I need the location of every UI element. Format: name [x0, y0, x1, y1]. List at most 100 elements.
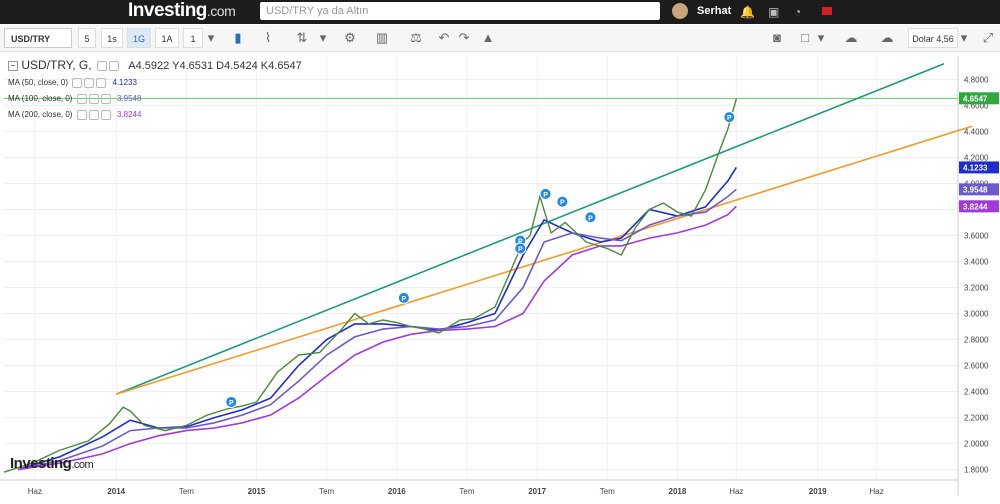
ma200-value: 3.8244: [116, 110, 142, 120]
event-marker: [397, 291, 410, 304]
collapse-icon[interactable]: −: [8, 60, 18, 71]
ma-line-0: [17, 166, 737, 471]
close-icon[interactable]: [100, 110, 111, 120]
trendline: [115, 63, 945, 395]
close-icon[interactable]: [96, 78, 107, 88]
x-tick-label: Haz: [28, 487, 42, 496]
indicators-icon[interactable]: ⌇: [264, 30, 272, 45]
close-icon[interactable]: [100, 94, 111, 104]
interval-5[interactable]: 5: [78, 28, 96, 48]
event-marker: [723, 111, 736, 124]
chart-area[interactable]: PPPPPPPP4.80004.60004.40004.20004.00003.…: [0, 52, 1000, 499]
balance-icon[interactable]: ⚖: [410, 30, 422, 45]
y-tick-label: 2.6000: [964, 362, 989, 371]
cloud-download-icon[interactable]: ☁: [844, 30, 858, 45]
y-tick-label: 3.4000: [964, 257, 989, 266]
turkey-flag-icon[interactable]: [822, 7, 832, 15]
price-axis-label: 3.8244: [963, 202, 988, 211]
fullscreen-icon[interactable]: ⤢: [982, 30, 994, 45]
legend-ma100[interactable]: MA (100, close, 0) 3.9548: [8, 94, 141, 104]
bar-chart-icon[interactable]: ▥: [375, 30, 389, 45]
x-tick-label: 2014: [107, 487, 125, 496]
trendline: [115, 125, 973, 395]
event-marker: [225, 395, 238, 408]
investing-logo[interactable]: Investing.com: [128, 0, 236, 22]
symbol-input[interactable]: USD/TRY: [4, 28, 72, 48]
chevron-down-icon[interactable]: ▾: [207, 30, 215, 45]
price-axis-label: 4.6547: [963, 94, 988, 103]
chart-legend-title: − USD/TRY, G, A4.5922 Y4.6531 D4.5424 K4…: [8, 58, 302, 72]
settings-icon[interactable]: [72, 78, 83, 88]
undo-icon[interactable]: ↶: [438, 30, 450, 45]
event-marker-label: P: [402, 296, 407, 303]
y-tick-label: 3.6000: [964, 231, 989, 240]
event-marker-label: P: [518, 239, 523, 246]
briefcase-icon[interactable]: ▣: [768, 5, 780, 19]
eye-icon[interactable]: [88, 110, 99, 120]
event-marker-label: P: [560, 200, 565, 207]
settings-icon[interactable]: [76, 94, 87, 104]
eye-icon[interactable]: [84, 78, 95, 88]
ma50-label: MA (50, close, 0): [8, 78, 69, 88]
legend-symbol: USD/TRY, G,: [21, 58, 92, 72]
logo-suffix: .com: [206, 3, 236, 19]
y-tick-label: 4.8000: [964, 75, 989, 84]
x-tick-label: Tem: [319, 487, 334, 496]
price-chart[interactable]: PPPPPPPP4.80004.60004.40004.20004.00003.…: [0, 52, 1000, 499]
watermark-text: Investing: [10, 455, 72, 472]
candlestick-icon[interactable]: ▮: [234, 30, 242, 45]
chevron-down-icon[interactable]: ▾: [960, 30, 968, 45]
compare-icon[interactable]: ⇅: [296, 30, 308, 45]
event-marker-label: P: [727, 115, 732, 122]
interval-1a[interactable]: 1A: [155, 28, 179, 48]
legend-ma50[interactable]: MA (50, close, 0) 4.1233: [8, 78, 137, 88]
x-tick-label: 2017: [528, 487, 546, 496]
x-tick-label: 2015: [248, 487, 266, 496]
x-tick-label: Haz: [870, 487, 884, 496]
bell-icon[interactable]: 🔔: [740, 5, 755, 19]
eye-icon[interactable]: [108, 60, 119, 71]
x-tick-label: Tem: [600, 487, 615, 496]
ma200-label: MA (200, close, 0): [8, 110, 73, 120]
interval-custom[interactable]: 1: [183, 28, 203, 48]
chevron-down-icon[interactable]: ▾: [817, 30, 825, 45]
watermark-logo: Investing.com: [10, 455, 94, 472]
legend-ma200[interactable]: MA (200, close, 0) 3.8244: [8, 110, 141, 120]
event-marker-label: P: [229, 400, 234, 407]
y-tick-label: 1.8000: [964, 466, 989, 475]
interval-1g[interactable]: 1G: [127, 28, 151, 48]
camera-icon[interactable]: ◙: [773, 30, 781, 45]
event-marker: [584, 211, 597, 224]
event-marker-label: P: [543, 192, 548, 199]
settings-icon[interactable]: [76, 110, 87, 120]
currency-selector[interactable]: Dolar 4,56: [908, 28, 958, 48]
x-tick-label: Tem: [179, 487, 194, 496]
cloud-upload-icon[interactable]: ☁: [880, 30, 894, 45]
chevron-down-icon[interactable]: ▾: [319, 30, 327, 45]
layout-icon[interactable]: □: [801, 30, 809, 45]
ma100-label: MA (100, close, 0): [8, 94, 73, 104]
alert-icon[interactable]: ▲: [481, 30, 495, 45]
logo-text: Investing: [128, 0, 207, 21]
event-marker: [514, 242, 527, 255]
price-axis-label-bg: [959, 200, 999, 213]
username-label[interactable]: Serhat: [697, 5, 732, 17]
price-axis-label-bg: [959, 183, 999, 196]
event-marker: [539, 187, 552, 200]
top-navigation-bar: Investing.com USD/TRY ya da Altın Serhat…: [0, 0, 1000, 24]
avatar[interactable]: [672, 3, 688, 19]
price-axis-label: 3.9548: [963, 185, 988, 194]
redo-icon[interactable]: ↷: [458, 30, 470, 45]
interval-1s[interactable]: 1s: [101, 28, 123, 48]
y-tick-label: 4.4000: [964, 127, 989, 136]
x-tick-label: 2018: [669, 487, 687, 496]
y-tick-label: 4.2000: [964, 153, 989, 162]
watermark-suffix: .com: [71, 459, 94, 471]
eye-icon[interactable]: [88, 94, 99, 104]
event-marker-label: P: [518, 246, 523, 253]
clock-icon[interactable]: ◔: [794, 5, 802, 19]
gear-icon[interactable]: ⚙: [344, 30, 356, 45]
settings-icon[interactable]: [96, 60, 107, 71]
legend-ohlc: A4.5922 Y4.6531 D4.5424 K4.6547: [128, 60, 302, 72]
search-input[interactable]: USD/TRY ya da Altın: [260, 2, 660, 20]
